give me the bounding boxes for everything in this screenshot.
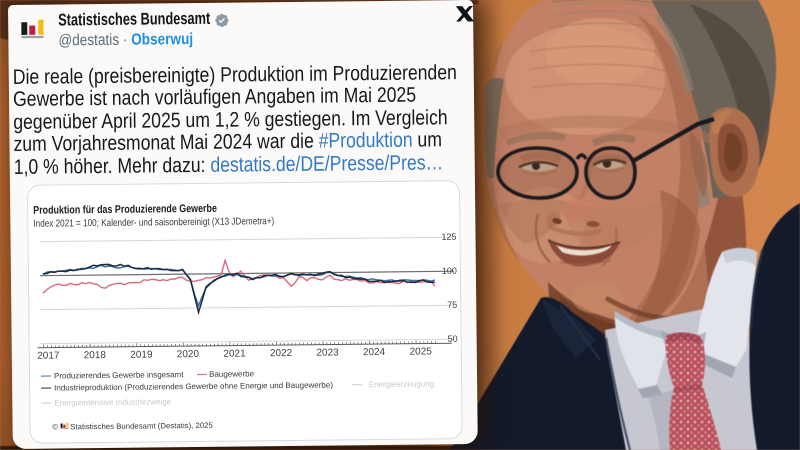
svg-text:2024: 2024 (363, 347, 386, 358)
svg-text:2019: 2019 (130, 349, 153, 360)
svg-text:2022: 2022 (270, 348, 293, 359)
svg-text:2025: 2025 (410, 346, 433, 357)
svg-text:125: 125 (442, 232, 457, 242)
svg-text:100: 100 (442, 266, 457, 276)
svg-text:2020: 2020 (177, 349, 200, 360)
svg-text:50: 50 (448, 334, 458, 344)
svg-text:75: 75 (447, 300, 457, 310)
svg-text:2018: 2018 (84, 350, 107, 361)
svg-text:2017: 2017 (37, 350, 60, 361)
svg-text:2023: 2023 (316, 347, 339, 358)
svg-text:2021: 2021 (223, 348, 246, 359)
